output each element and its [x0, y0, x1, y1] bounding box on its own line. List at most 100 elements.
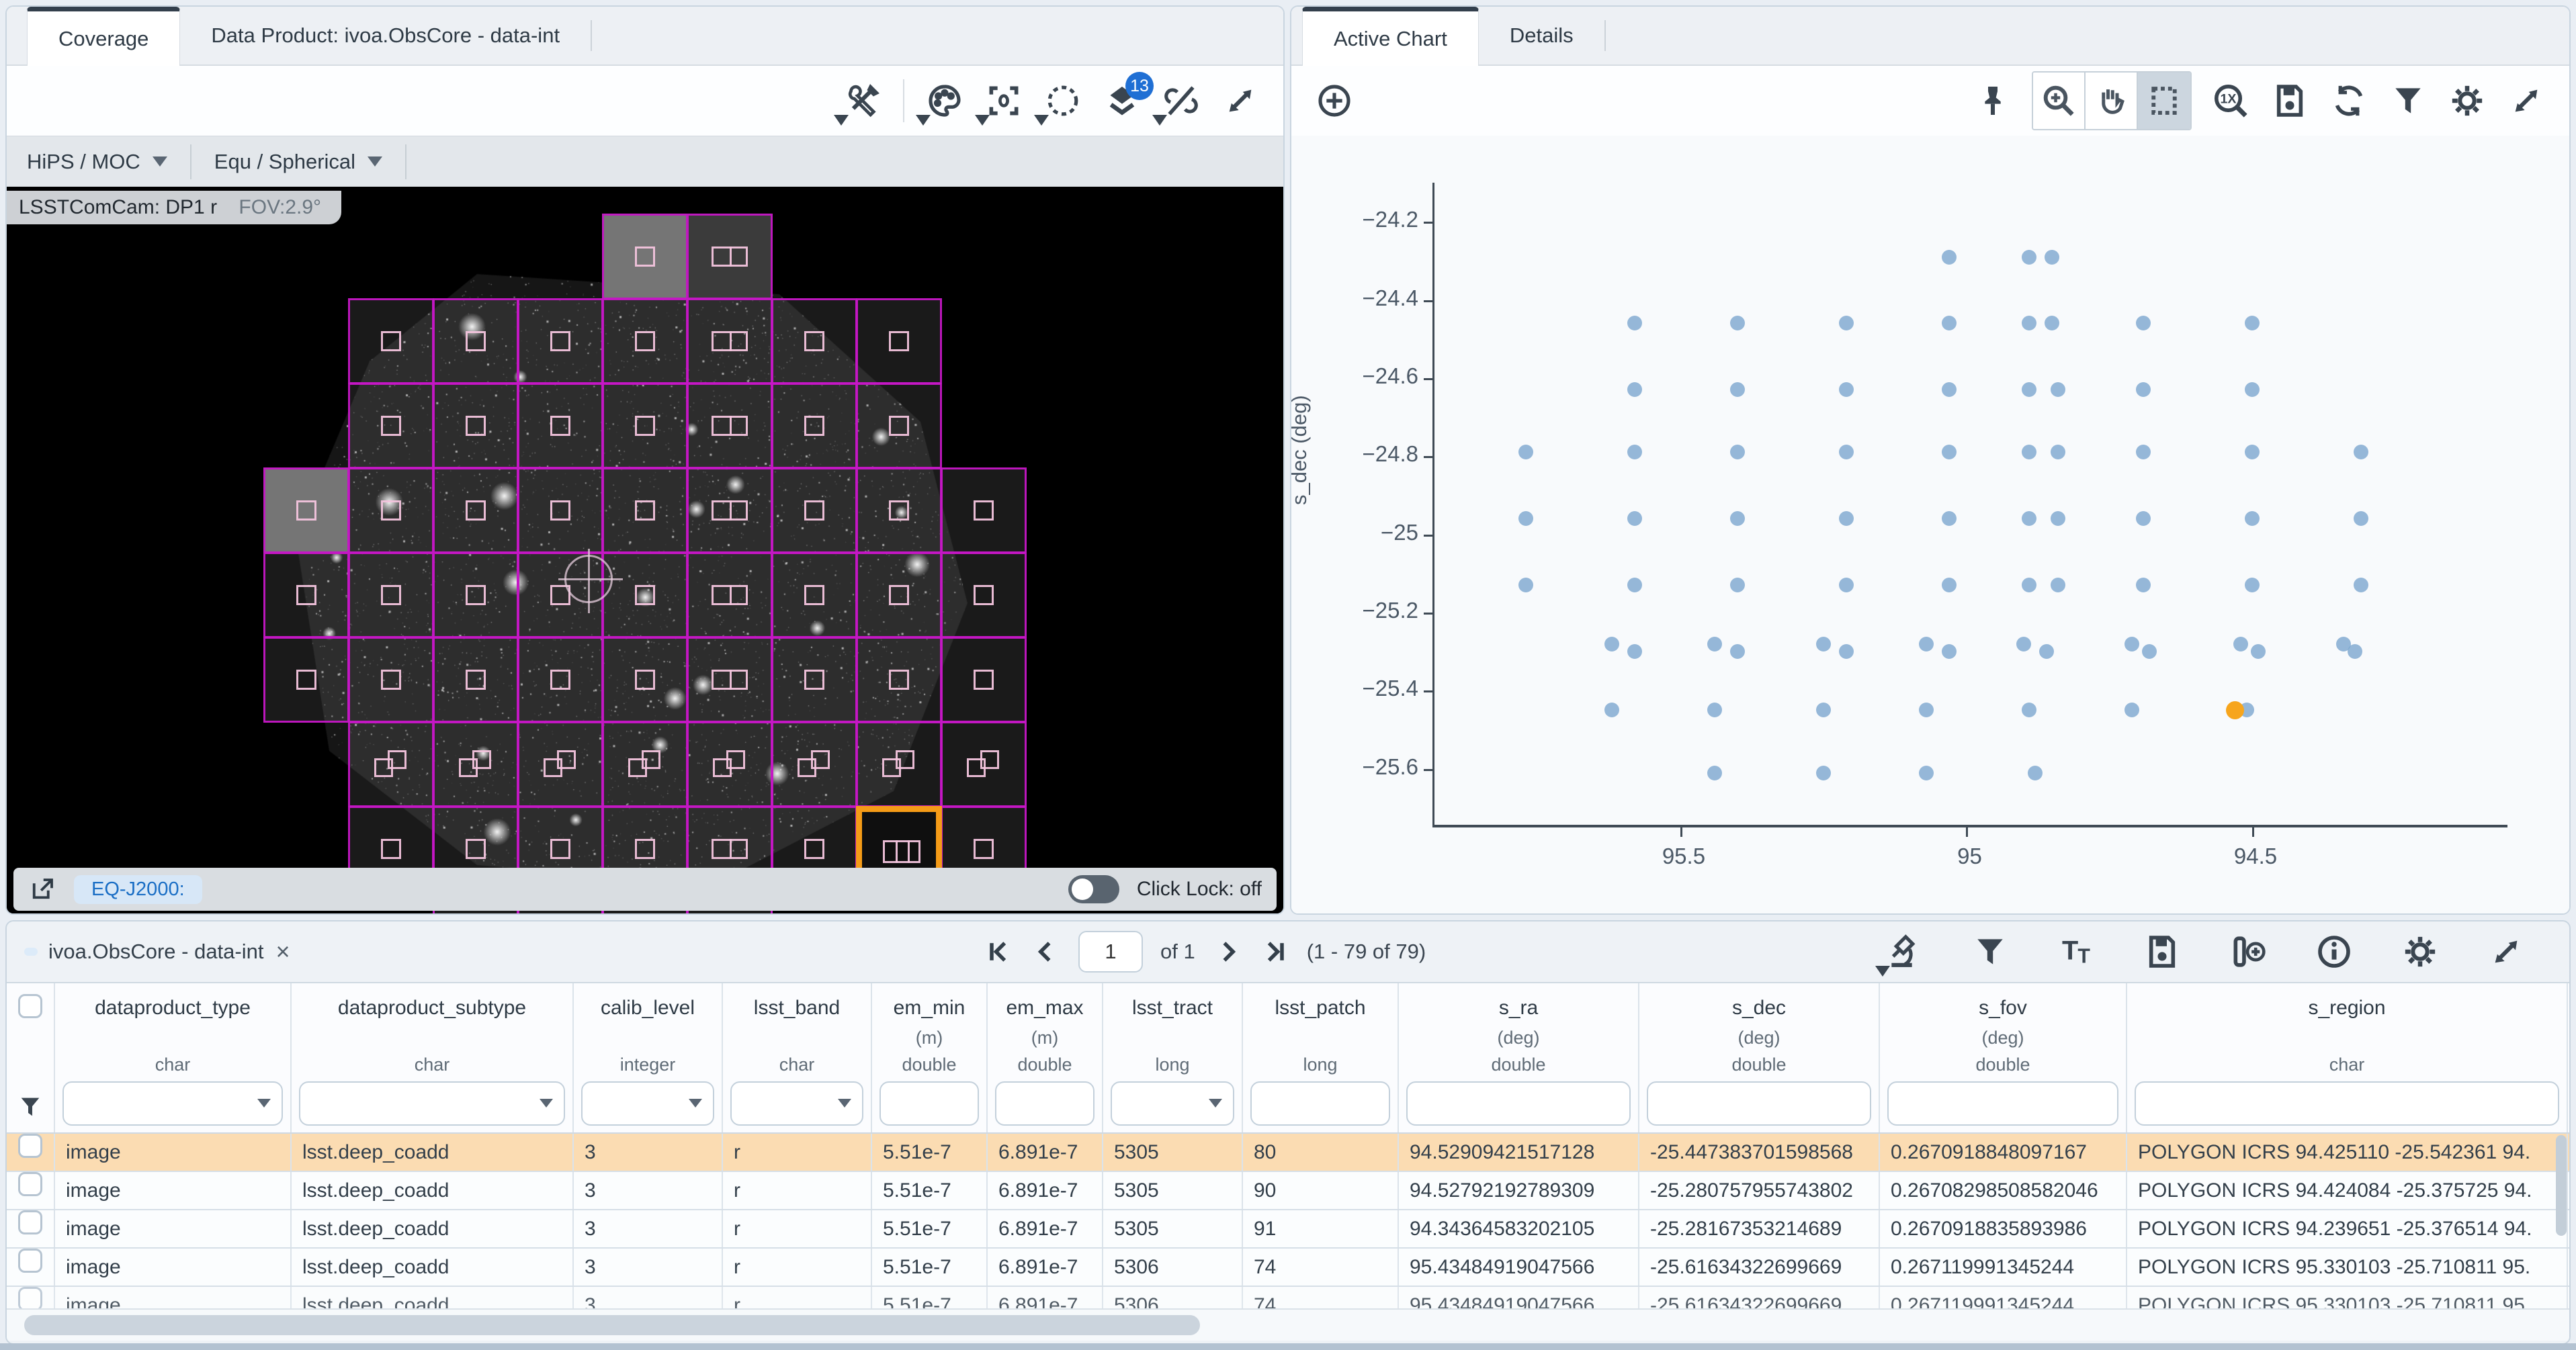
filter-input-em_min[interactable] — [879, 1081, 979, 1126]
data-point[interactable] — [1941, 445, 1957, 460]
row-checkbox[interactable] — [18, 1287, 42, 1308]
box-select-mode-button[interactable] — [2138, 73, 2190, 129]
hscroll-thumb[interactable] — [24, 1315, 1200, 1335]
data-point[interactable] — [1838, 578, 1854, 593]
scatter-chart[interactable]: s_dec (deg) −24.2 −24.4 −24.6 −24.8 −25 −25.2… — [1291, 136, 2569, 913]
data-point[interactable] — [2245, 511, 2260, 527]
data-point[interactable] — [1730, 644, 1746, 660]
data-point[interactable] — [2045, 249, 2060, 265]
data-point[interactable] — [1838, 644, 1854, 660]
data-point[interactable] — [2038, 644, 2054, 660]
column-header-calib_level[interactable]: calib_level integer — [574, 983, 723, 1132]
data-point[interactable] — [2250, 644, 2266, 660]
data-point[interactable] — [1918, 703, 1934, 718]
add-column-button[interactable] — [2227, 931, 2269, 973]
tab-active-chart[interactable]: Active Chart — [1302, 7, 1479, 66]
filter-input-s_region[interactable] — [2135, 1081, 2559, 1126]
filter-input-dataproduct_subtype[interactable] — [299, 1081, 565, 1126]
data-point[interactable] — [2353, 511, 2368, 527]
data-point[interactable] — [1604, 636, 1619, 651]
column-header-s_fov[interactable]: s_fov (deg) double — [1880, 983, 2127, 1132]
select-region-button[interactable] — [1034, 80, 1084, 126]
filter-input-s_dec[interactable] — [1647, 1081, 1871, 1126]
data-point[interactable] — [2022, 316, 2037, 331]
filter-input-s_ra[interactable] — [1406, 1081, 1631, 1126]
external-link-icon[interactable] — [28, 875, 56, 903]
data-point[interactable] — [1730, 511, 1746, 527]
data-point[interactable] — [1627, 445, 1642, 460]
filter-chart-button[interactable] — [2387, 80, 2429, 122]
inspect-button[interactable] — [1875, 931, 1925, 977]
data-point[interactable] — [2050, 382, 2065, 398]
data-point[interactable] — [1627, 644, 1642, 660]
data-point[interactable] — [2022, 382, 2037, 398]
data-point[interactable] — [2245, 382, 2260, 398]
data-point[interactable] — [1815, 636, 1831, 651]
data-point[interactable] — [1838, 382, 1854, 398]
layers-button[interactable]: 13 — [1101, 72, 1154, 122]
data-point[interactable] — [1518, 511, 1534, 527]
column-header-dataproduct_type[interactable]: dataproduct_type char — [55, 983, 292, 1132]
zoom-original-button[interactable] — [2210, 80, 2251, 122]
data-point[interactable] — [2136, 445, 2151, 460]
data-point[interactable] — [1730, 578, 1746, 593]
data-point[interactable] — [1941, 382, 1957, 398]
tab-coverage[interactable]: Coverage — [27, 7, 181, 66]
page-number-input[interactable] — [1078, 931, 1143, 973]
row-checkbox[interactable] — [18, 1134, 42, 1158]
column-header-s_dec[interactable]: s_dec (deg) double — [1639, 983, 1880, 1132]
coordinate-readout[interactable]: EQ-J2000: — [74, 874, 202, 904]
table-info-button[interactable] — [2313, 931, 2355, 973]
filter-input-calib_level[interactable] — [581, 1081, 714, 1126]
data-point[interactable] — [2045, 316, 2060, 331]
data-point[interactable] — [1730, 445, 1746, 460]
table-settings-button[interactable] — [2399, 931, 2441, 973]
data-point[interactable] — [2027, 765, 2043, 780]
color-palette-button[interactable] — [916, 80, 965, 126]
filter-input-lsst_patch[interactable] — [1250, 1081, 1390, 1126]
data-point[interactable] — [2124, 703, 2140, 718]
tools-button[interactable] — [834, 80, 884, 126]
data-point[interactable] — [2136, 316, 2151, 331]
data-point[interactable] — [1941, 644, 1957, 660]
expand-button[interactable] — [1219, 80, 1261, 122]
table-row[interactable]: image lsst.deep_coadd 3 r 5.51e-7 6.891e-7 530… — [7, 1172, 2569, 1210]
column-header-lsst_patch[interactable]: lsst_patch long — [1243, 983, 1399, 1132]
row-checkbox[interactable] — [18, 1210, 42, 1234]
data-point[interactable] — [1941, 511, 1957, 527]
column-header-em_max[interactable]: em_max (m) double — [988, 983, 1103, 1132]
data-point[interactable] — [2050, 511, 2065, 527]
filter-input-lsst_band[interactable] — [730, 1081, 863, 1126]
click-lock-toggle[interactable] — [1068, 875, 1119, 903]
close-table-button[interactable]: × — [275, 938, 290, 965]
recenter-button[interactable] — [975, 80, 1025, 126]
table-row[interactable]: image lsst.deep_coadd 3 r 5.51e-7 6.891e-7 530… — [7, 1210, 2569, 1249]
data-point[interactable] — [2353, 445, 2368, 460]
hips-moc-dropdown[interactable]: HiPS / MOC — [27, 150, 190, 174]
filter-input-em_max[interactable] — [995, 1081, 1094, 1126]
data-point[interactable] — [1838, 511, 1854, 527]
pin-chart-button[interactable] — [1972, 80, 2014, 122]
add-chart-button[interactable] — [1314, 80, 1355, 122]
data-point[interactable] — [2136, 578, 2151, 593]
chart-settings-button[interactable] — [2446, 80, 2488, 122]
filter-table-button[interactable] — [1969, 931, 2011, 973]
data-point[interactable] — [1941, 249, 1957, 265]
data-point[interactable] — [1941, 578, 1957, 593]
data-point[interactable] — [1730, 316, 1746, 331]
data-point[interactable] — [2141, 644, 2157, 660]
table-row[interactable]: image lsst.deep_coadd 3 r 5.51e-7 6.891e-7 530… — [7, 1134, 2569, 1172]
data-point[interactable] — [2245, 316, 2260, 331]
vscroll-thumb[interactable] — [2556, 1135, 2567, 1236]
selected-data-point[interactable] — [2226, 701, 2245, 720]
row-checkbox[interactable] — [18, 1249, 42, 1273]
select-all-checkbox[interactable] — [18, 994, 42, 1018]
data-point[interactable] — [1627, 578, 1642, 593]
data-point[interactable] — [1518, 445, 1534, 460]
data-point[interactable] — [1838, 445, 1854, 460]
data-point[interactable] — [1707, 636, 1723, 651]
data-point[interactable] — [1815, 703, 1831, 718]
row-checkbox[interactable] — [18, 1172, 42, 1196]
tab-details[interactable]: Details — [1509, 24, 1574, 47]
save-table-button[interactable] — [2141, 931, 2183, 973]
